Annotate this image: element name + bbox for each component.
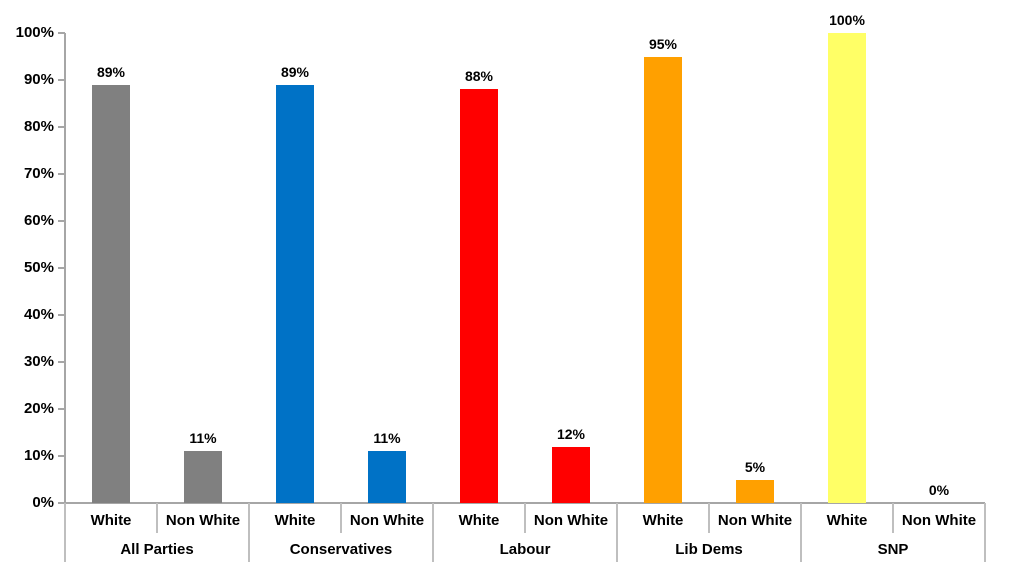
category-cell-divider xyxy=(156,503,158,533)
y-axis-tick-label: 70% xyxy=(23,165,54,182)
y-axis-tick-label: 20% xyxy=(23,400,54,417)
y-axis-tick-label: 0% xyxy=(32,494,54,511)
category-cell-divider xyxy=(892,503,894,533)
group-label: Labour xyxy=(499,541,551,558)
y-axis-tick-label: 40% xyxy=(23,306,54,323)
bar xyxy=(92,84,130,503)
bar-value-label: 12% xyxy=(556,425,586,442)
bar-value-label: 11% xyxy=(373,430,401,447)
category-group-divider xyxy=(248,503,250,562)
bar-value-label: 89% xyxy=(280,63,310,80)
y-axis-tick-label: 60% xyxy=(23,212,54,229)
y-axis-tick-label: 50% xyxy=(23,259,54,276)
bar xyxy=(828,33,866,503)
category-label: White xyxy=(90,512,132,529)
category-group-divider xyxy=(616,503,618,562)
bar xyxy=(276,84,314,503)
bar xyxy=(368,451,406,503)
y-axis-tick xyxy=(58,79,65,81)
category-group-divider xyxy=(984,503,986,562)
y-axis-tick xyxy=(58,173,65,175)
category-cell-divider xyxy=(524,503,526,533)
y-axis-line xyxy=(64,33,66,503)
bar xyxy=(644,56,682,503)
bar xyxy=(460,89,498,503)
bar-value-label: 100% xyxy=(829,12,865,28)
category-label: Non White xyxy=(349,512,425,529)
bar-value-label: 11% xyxy=(189,430,217,447)
category-group-divider xyxy=(800,503,802,562)
bar xyxy=(552,446,590,503)
group-label: Lib Dems xyxy=(675,541,743,558)
y-axis-tick xyxy=(58,408,65,410)
bar xyxy=(184,451,222,503)
category-label: Non White xyxy=(533,512,609,529)
category-label: White xyxy=(642,512,684,529)
category-label: White xyxy=(458,512,500,529)
bar xyxy=(736,479,774,503)
category-label: White xyxy=(826,512,868,529)
y-axis-tick xyxy=(58,361,65,363)
y-axis-tick xyxy=(58,126,65,128)
y-axis-tick-label: 90% xyxy=(23,71,54,88)
group-label: Conservatives xyxy=(289,541,393,558)
category-label: Non White xyxy=(165,512,241,529)
y-axis-tick xyxy=(58,502,65,504)
category-group-divider xyxy=(432,503,434,562)
y-axis-tick-label: 30% xyxy=(23,353,54,370)
category-label: White xyxy=(274,512,316,529)
group-label: All Parties xyxy=(120,541,194,558)
bar-value-label: 95% xyxy=(648,35,678,52)
bar-value-label: 89% xyxy=(96,63,126,80)
y-axis-tick-label: 100% xyxy=(15,24,54,41)
category-group-divider xyxy=(64,503,66,562)
y-axis-tick-label: 80% xyxy=(23,118,54,135)
y-axis-tick xyxy=(58,455,65,457)
bar-value-label: 5% xyxy=(744,458,766,475)
category-label: Non White xyxy=(717,512,793,529)
y-axis-tick-label: 10% xyxy=(23,447,54,464)
group-label: SNP xyxy=(877,541,909,558)
category-cell-divider xyxy=(340,503,342,533)
category-label: Non White xyxy=(901,512,977,529)
category-cell-divider xyxy=(708,503,710,533)
y-axis-tick xyxy=(58,314,65,316)
bar-value-label: 88% xyxy=(464,68,494,85)
y-axis-tick xyxy=(58,32,65,34)
y-axis-tick xyxy=(58,220,65,222)
y-axis-tick xyxy=(58,267,65,269)
bar-value-label: 0% xyxy=(928,482,950,498)
